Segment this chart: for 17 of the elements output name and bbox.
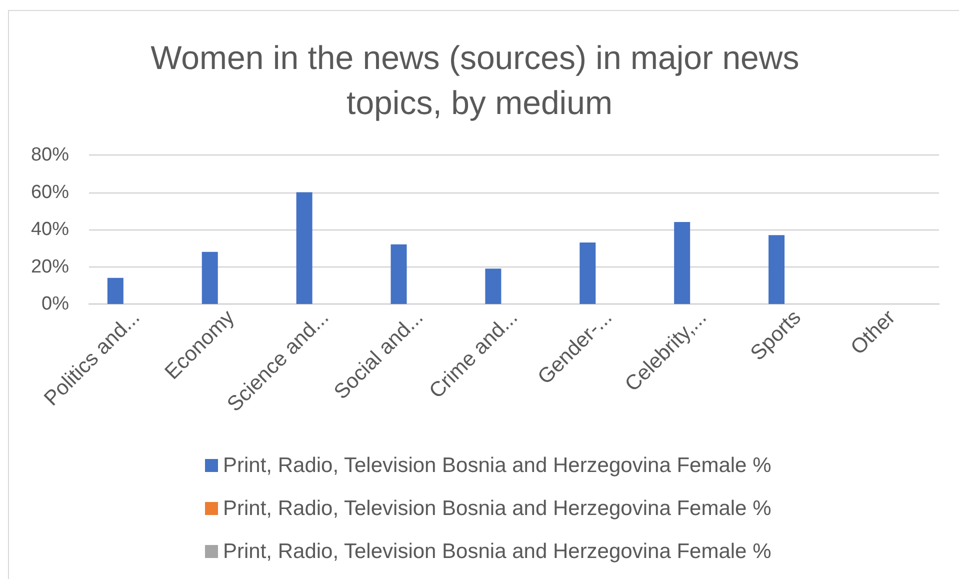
bar	[390, 244, 407, 304]
y-tick-label: 20%	[30, 256, 70, 278]
bar	[296, 192, 312, 304]
bar	[202, 252, 218, 304]
bar	[580, 242, 596, 304]
bar	[485, 268, 502, 304]
legend-label: Print, Radio, Television Bosnia and Herzegovina Female %	[223, 497, 772, 520]
legend-label: Print, Radio, Television Bosnia and Herzegovina Female %	[223, 454, 772, 477]
bar	[674, 222, 690, 304]
legend-label: Print, Radio, Television Bosnia and Herzegovina Female %	[223, 540, 772, 563]
chart-title: Women in the news (sources) in major news topics, by medium	[150, 39, 808, 121]
y-tick-label: 0%	[42, 294, 70, 314]
y-tick-label: 60%	[30, 182, 70, 203]
y-tick-label: 80%	[30, 144, 70, 166]
bar	[107, 278, 124, 304]
y-tick-label: 40%	[30, 219, 70, 240]
bar	[768, 235, 785, 304]
